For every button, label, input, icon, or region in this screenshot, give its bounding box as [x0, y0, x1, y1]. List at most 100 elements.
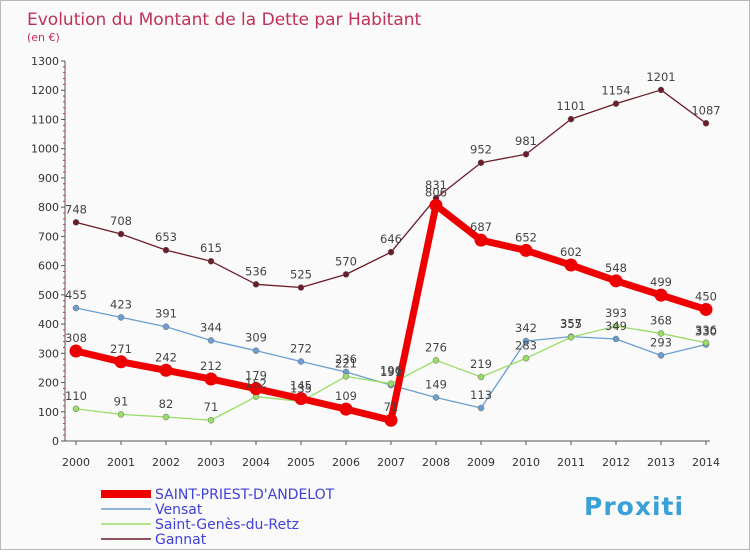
data-label: 393 [605, 306, 627, 320]
x-tick-label: 2005 [287, 456, 315, 469]
data-point [159, 363, 173, 377]
data-point [519, 243, 533, 257]
data-label: 806 [425, 185, 447, 199]
x-tick-label: 2001 [107, 456, 135, 469]
data-point [702, 339, 710, 347]
data-label: 91 [114, 394, 129, 408]
data-point [69, 344, 83, 358]
data-label: 242 [155, 350, 177, 364]
y-tick-label: 0 [52, 435, 59, 448]
data-label: 212 [200, 359, 222, 373]
data-label: 330 [695, 325, 717, 339]
data-point [609, 274, 623, 288]
chart-title: Evolution du Montant de la Dette par Hab… [27, 10, 422, 30]
data-label: 455 [65, 288, 87, 302]
data-label: 283 [515, 338, 537, 352]
data-label: 952 [470, 143, 492, 157]
data-point [252, 281, 260, 288]
data-label: 110 [65, 389, 87, 403]
data-point [114, 355, 128, 369]
proxiti-logo: Proxiti [584, 492, 684, 521]
data-point [342, 271, 350, 278]
data-label: 191 [380, 365, 402, 379]
data-label: 423 [110, 297, 132, 311]
y-tick-label: 600 [38, 260, 59, 273]
logo-text: Proxiti [584, 492, 684, 521]
data-label: 602 [560, 245, 582, 259]
data-point [72, 304, 80, 312]
data-point [657, 330, 665, 337]
data-point [612, 100, 620, 107]
y-tick-label: 100 [38, 406, 59, 419]
data-point [207, 337, 215, 344]
data-point [72, 405, 80, 413]
data-label: 1201 [646, 70, 675, 84]
data-label: 653 [155, 230, 177, 244]
data-label: 276 [425, 340, 447, 354]
data-label: 196 [380, 364, 402, 378]
data-point [294, 392, 308, 406]
data-point [477, 373, 485, 381]
data-point [567, 115, 575, 123]
y-tick-label: 1000 [31, 143, 59, 156]
y-tick-label: 1100 [31, 113, 59, 126]
x-tick-label: 2003 [197, 456, 225, 469]
data-label: 308 [65, 331, 87, 345]
data-point [339, 402, 353, 416]
data-label: 309 [245, 331, 267, 345]
legend-label: Saint-Genès-du-Retz [155, 517, 299, 533]
data-label: 344 [200, 320, 222, 334]
axes: 0 100 200 300 400 500 600 700 800 900 1000 1100 1200… [31, 55, 720, 469]
data-point [162, 246, 170, 254]
x-tick-label: 2000 [62, 456, 90, 469]
data-label: 336 [695, 323, 717, 337]
data-point [477, 159, 485, 166]
data-label: 368 [650, 313, 672, 327]
data-label: 536 [245, 264, 267, 278]
data-point [162, 413, 170, 421]
x-tick-label: 2008 [422, 456, 450, 469]
x-tick-label: 2014 [692, 456, 720, 469]
data-point [522, 150, 530, 158]
data-point [207, 416, 215, 424]
data-label: 548 [605, 261, 627, 275]
data-point [432, 357, 440, 364]
data-label: 1154 [601, 84, 630, 98]
data-point [429, 198, 443, 212]
data-label: 152 [245, 377, 267, 391]
data-point [252, 347, 260, 354]
x-tick-label: 2013 [647, 456, 675, 469]
data-label: 113 [470, 388, 492, 402]
data-label: 179 [245, 369, 267, 383]
data-point [657, 352, 665, 359]
x-tick-label: 2007 [377, 456, 405, 469]
y-tick-label: 900 [38, 172, 59, 185]
data-point [522, 337, 530, 345]
data-point [474, 233, 488, 247]
data-point [657, 86, 665, 94]
data-label: 652 [515, 230, 537, 244]
data-point [654, 288, 668, 302]
data-label: 219 [470, 357, 492, 371]
legend-label: SAINT-PRIEST-D'ANDELOT [155, 487, 335, 503]
data-label: 499 [650, 275, 672, 289]
data-point [612, 322, 620, 330]
y-tick-label: 800 [38, 201, 59, 214]
data-point [207, 257, 215, 265]
data-label: 615 [200, 241, 222, 255]
data-label: 831 [425, 178, 447, 192]
data-point [702, 120, 710, 127]
data-point [297, 284, 305, 291]
chart-subtitle: (en €) [27, 31, 60, 44]
data-label: 981 [515, 134, 537, 148]
data-point [387, 380, 395, 387]
data-label: 1087 [691, 103, 720, 117]
data-point [117, 411, 125, 418]
data-label: 145 [290, 379, 312, 393]
data-point [384, 413, 398, 427]
series-lines [69, 86, 713, 427]
data-label: 71 [384, 400, 399, 414]
data-point [612, 335, 620, 343]
y-tick-label: 500 [38, 289, 59, 302]
